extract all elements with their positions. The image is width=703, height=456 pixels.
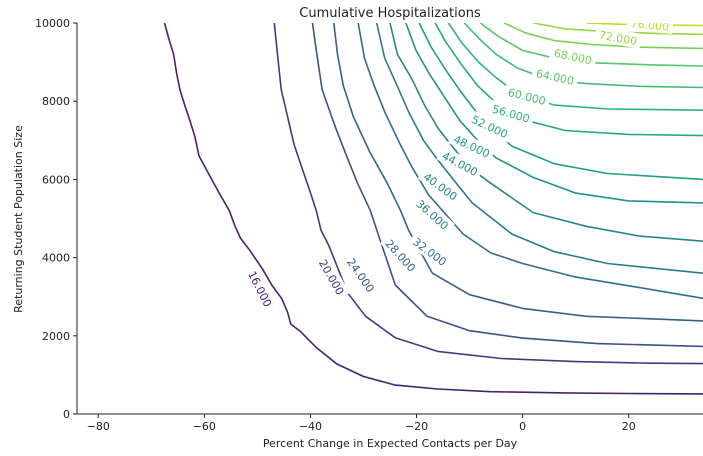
contour-label-68: 68.000 [549, 43, 598, 69]
y-tick-label: 6000 [42, 173, 70, 186]
contour-label-gap [436, 145, 485, 181]
x-tick-label: 20 [622, 420, 636, 433]
contour-label-text: 16.000 [245, 269, 274, 309]
contour-label-gap [549, 43, 598, 69]
contour-label-gap [486, 99, 536, 127]
x-tick-label: −20 [405, 420, 428, 433]
contour-label-60: 60.000 [502, 83, 552, 109]
contour-label-gap [465, 109, 514, 143]
contour-label-76: 76.000 [626, 17, 674, 34]
contour-label-gap [417, 166, 464, 206]
y-tick-label: 2000 [42, 330, 70, 343]
contour-line-28 [333, 23, 703, 322]
contour-line-32 [357, 23, 703, 300]
x-axis-label: Percent Change in Expected Contacts per … [263, 437, 518, 450]
axis-ticks: −80 −60 −40 −20 0 20 0 2000 4000 6000 8000 10000 [35, 17, 636, 433]
y-tick-label: 8000 [42, 95, 70, 108]
contour-label-gap [502, 83, 552, 109]
y-axis-label: Returning Student Population Size [12, 125, 25, 313]
y-tick-label: 10000 [35, 17, 70, 30]
contour-line-68 [503, 23, 703, 50]
chart-title: Cumulative Hospitalizations [299, 6, 481, 21]
contour-line-56 [447, 23, 703, 111]
contour-label-64: 64.000 [531, 64, 580, 89]
contour-line-36 [375, 23, 703, 274]
contour-label-text: 64.000 [535, 67, 575, 88]
contour-label-text: 68.000 [553, 47, 593, 68]
x-tick-label: −80 [87, 420, 110, 433]
contour-label-text: 60.000 [507, 86, 548, 108]
x-tick-label: 0 [519, 420, 526, 433]
contour-label-gap [410, 193, 455, 236]
contour-label-gap [531, 64, 580, 89]
contour-label-16: 16.000 [243, 264, 278, 313]
y-tick-label: 4000 [42, 252, 70, 265]
contour-label-gap [243, 264, 278, 313]
contour-label-gap [380, 233, 422, 278]
y-tick-label: 0 [63, 408, 70, 421]
x-tick-label: −60 [193, 420, 216, 433]
contour-label-gap [314, 253, 351, 301]
contour-label-gap [341, 251, 381, 299]
contour-line-16 [163, 23, 703, 395]
contour-label-gap [626, 23, 674, 34]
contour-label-gap [407, 231, 453, 272]
contour-line-20 [273, 23, 703, 365]
contour-label-gap [594, 26, 643, 49]
contour-label-text: 76.000 [630, 17, 669, 33]
contour-line-24 [311, 23, 703, 348]
x-tick-label: −40 [299, 420, 322, 433]
contour-label-gap [447, 129, 496, 163]
plot-frame [76, 23, 703, 415]
contour-label-text: 36.000 [413, 197, 450, 232]
